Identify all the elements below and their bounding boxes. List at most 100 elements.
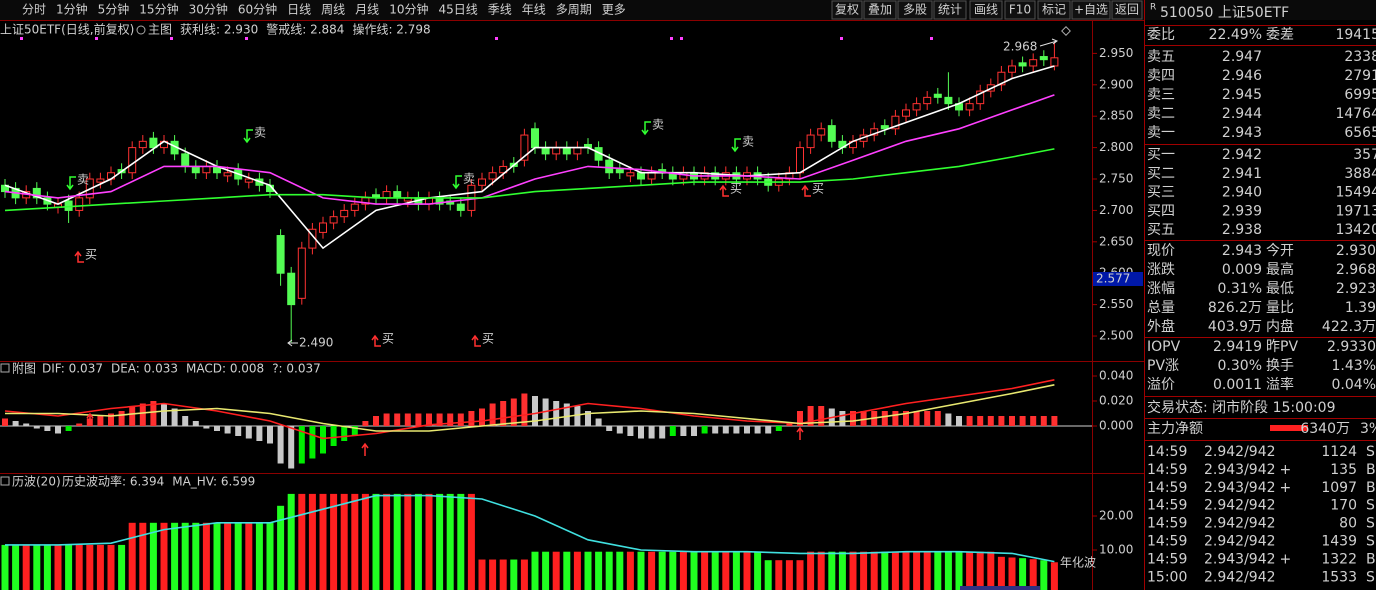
- macd-bar: [118, 411, 125, 426]
- macd-bar: [765, 426, 772, 434]
- macd-bar: [394, 413, 401, 426]
- tool-button[interactable]: [1004, 0, 1036, 20]
- tool-label[interactable]: +自选: [1074, 3, 1108, 17]
- hv-bar: [340, 493, 348, 590]
- macd-bar: [574, 406, 581, 426]
- macd-bar: [1019, 416, 1026, 426]
- tool-button[interactable]: [1111, 0, 1143, 20]
- trade-time: 14:59: [1147, 516, 1187, 532]
- candle-body: [880, 125, 889, 130]
- candle-body: [796, 147, 804, 174]
- hv-bar: [107, 544, 115, 590]
- candle-body: [605, 159, 614, 174]
- toolbar-item[interactable]: 多周期: [556, 3, 592, 17]
- tool-label[interactable]: 统计: [938, 3, 962, 17]
- toolbar-item[interactable]: 周线: [321, 3, 345, 17]
- macd-bar: [913, 411, 920, 426]
- macd-bar: [860, 411, 867, 426]
- toolbar-item[interactable]: 季线: [488, 3, 512, 17]
- trade-time: 14:59: [1147, 462, 1187, 478]
- legend-entry: 历史波动率: 6.394: [62, 474, 164, 489]
- quote-cell: 2.939: [1222, 203, 1262, 219]
- candle-body: [297, 247, 306, 299]
- toolbar-item[interactable]: 45日线: [438, 3, 477, 17]
- tool-label[interactable]: F10: [1009, 3, 1031, 17]
- signal-label: 卖: [254, 126, 266, 140]
- candle-body: [340, 209, 349, 218]
- flow-pct: 3%: [1360, 421, 1376, 437]
- quote-cell: 2.968: [1336, 262, 1376, 278]
- tool-button[interactable]: [1037, 0, 1071, 20]
- low-annotation: 2.490: [299, 336, 333, 350]
- hv-bar: [96, 544, 104, 590]
- macd-bar: [309, 426, 316, 459]
- quote-cell: 2.944: [1222, 106, 1262, 122]
- hv-bar: [1, 544, 9, 590]
- hv-bar: [605, 551, 613, 590]
- hv-bar: [65, 544, 73, 590]
- tool-label[interactable]: 标记: [1042, 3, 1066, 17]
- tool-label[interactable]: 画线: [974, 3, 998, 17]
- quote-cell: 357: [1353, 147, 1376, 163]
- toolbar-item[interactable]: 15分钟: [139, 2, 178, 17]
- badge: R: [1150, 3, 1156, 13]
- macd-bar: [235, 426, 242, 436]
- quote-cell: 涨跌: [1147, 262, 1175, 278]
- candle-body: [933, 93, 942, 98]
- candle-body: [329, 216, 338, 224]
- tool-button[interactable]: [969, 0, 1003, 20]
- macd-bar: [510, 398, 517, 426]
- trade-flag: +: [1280, 480, 1292, 496]
- quote-cell: IOPV: [1147, 339, 1181, 355]
- toolbar-item[interactable]: 更多: [602, 3, 626, 17]
- toolbar-item[interactable]: 日线: [287, 3, 311, 17]
- candle-body: [350, 203, 359, 211]
- hv-bar: [870, 551, 878, 590]
- quote-cell: 卖四: [1147, 68, 1175, 84]
- tool-label[interactable]: 返回: [1115, 3, 1139, 17]
- hv-bar: [383, 493, 391, 590]
- trade-side: S: [1366, 498, 1375, 514]
- quote-cell: 买五: [1147, 222, 1175, 238]
- toolbar-item[interactable]: 1分钟: [56, 2, 88, 17]
- toolbar-item[interactable]: 5分钟: [98, 2, 130, 17]
- tool-button[interactable]: [863, 0, 897, 20]
- tool-button[interactable]: [897, 0, 933, 20]
- legend-entry: 警戒线: 2.884: [266, 22, 344, 37]
- quote-cell: 2.930: [1336, 243, 1376, 259]
- hv-bar: [520, 559, 528, 590]
- quote-cell: 委比: [1147, 27, 1175, 43]
- hv-bar: [732, 551, 740, 590]
- toolbar-item[interactable]: 10分钟: [389, 2, 428, 17]
- hv-bar: [1040, 560, 1048, 590]
- quote-cell: 2.923: [1336, 281, 1376, 297]
- tool-button[interactable]: [933, 0, 967, 20]
- cursor-box: [1093, 272, 1143, 286]
- quote-cell: 2791: [1344, 68, 1376, 84]
- hv-bar: [1019, 558, 1027, 590]
- quote-cell: 总量: [1147, 300, 1175, 316]
- signal-label: 买: [382, 332, 394, 346]
- toolbar-item[interactable]: 分时: [22, 3, 46, 17]
- toolbar-item[interactable]: 月线: [355, 3, 379, 17]
- signal-label: 买: [730, 182, 742, 196]
- macd-bar: [987, 416, 994, 426]
- tool-button[interactable]: [1071, 0, 1111, 20]
- quote-cell: 2.942: [1222, 147, 1262, 163]
- macd-bar: [150, 401, 157, 426]
- tool-button[interactable]: [831, 0, 863, 20]
- hv-bar: [213, 522, 221, 590]
- macd-bar: [691, 426, 697, 436]
- tool-label[interactable]: 复权: [835, 3, 859, 17]
- toolbar-item[interactable]: 年线: [522, 3, 546, 17]
- trade-volume: 1097: [1321, 480, 1357, 496]
- quote-cell: 2.943: [1222, 243, 1262, 259]
- quote-cell: 卖三: [1147, 87, 1175, 103]
- toolbar-item[interactable]: 30分钟: [189, 2, 228, 17]
- tool-label[interactable]: 多股: [903, 3, 927, 17]
- toolbar-item[interactable]: 60分钟: [238, 2, 277, 17]
- y-tick-label: 2.800: [1099, 140, 1133, 154]
- candle-body: [202, 165, 211, 174]
- legend-entry: ?: 0.037: [272, 362, 321, 376]
- tool-label[interactable]: 叠加: [868, 3, 892, 17]
